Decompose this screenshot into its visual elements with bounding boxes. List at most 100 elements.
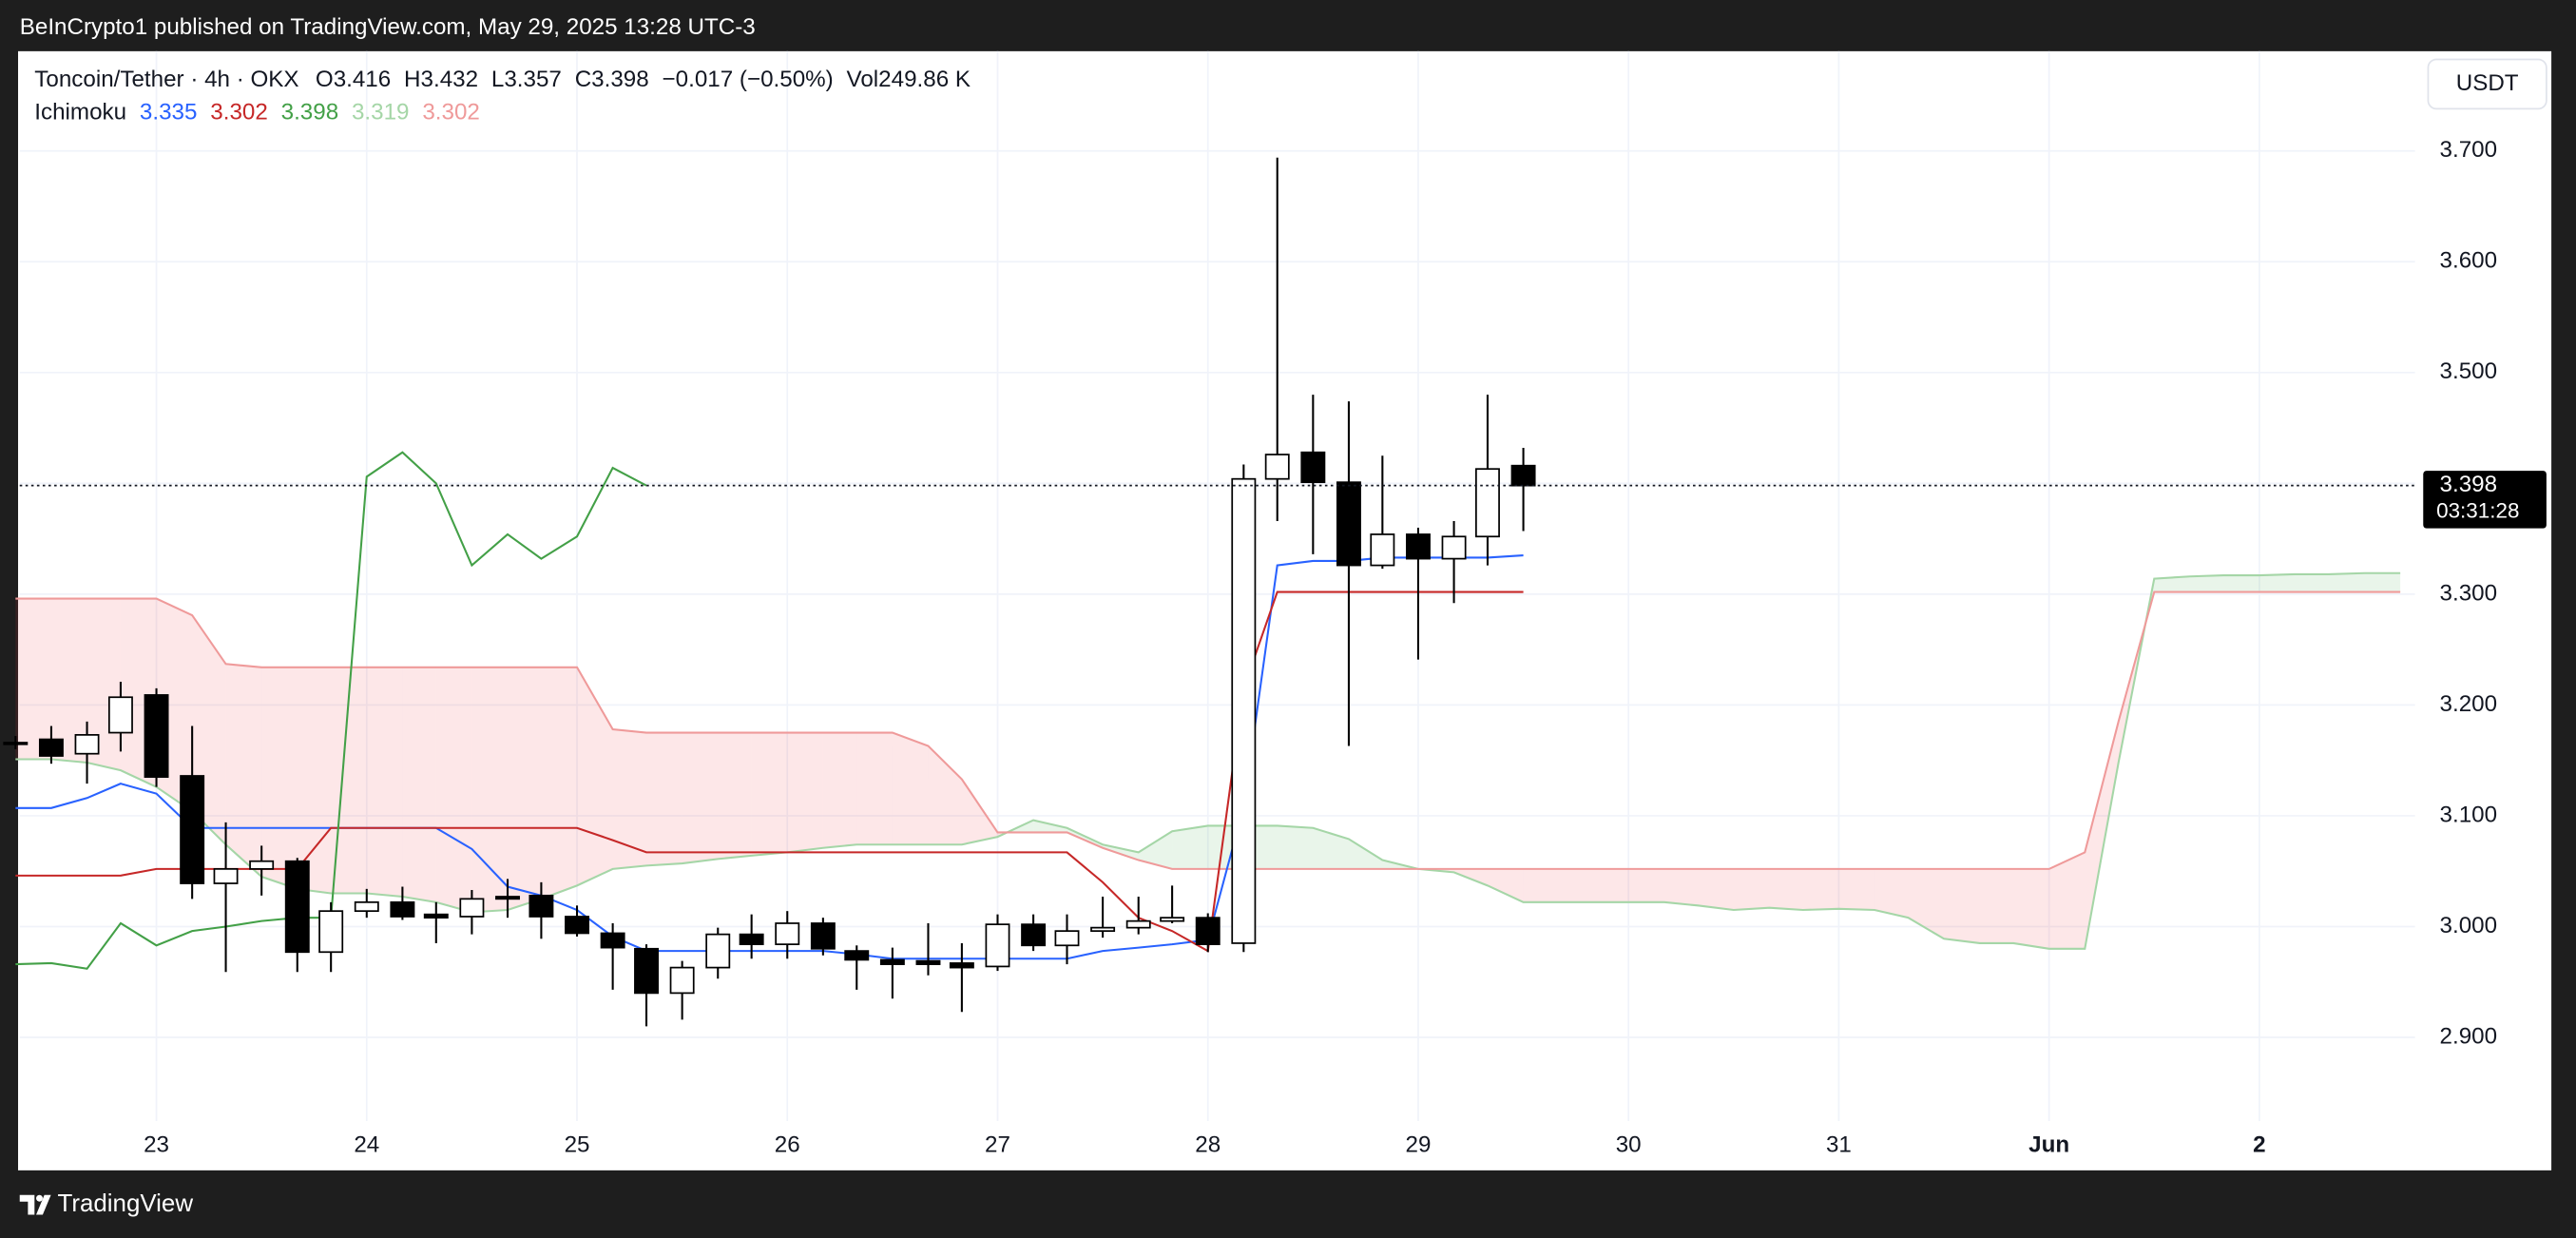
cloud [928, 745, 962, 845]
candle-body [1021, 923, 1047, 947]
cloud [2328, 572, 2365, 592]
candle-body [1441, 535, 1467, 560]
cloud [1313, 827, 1349, 869]
indicator-value: 3.302 [210, 100, 268, 126]
cloud [331, 667, 367, 894]
cloud [1348, 839, 1383, 869]
y-tick-label: 3.500 [2440, 358, 2498, 384]
cloud [1628, 868, 1664, 902]
cloud [366, 667, 403, 898]
x-tick-label: 31 [1826, 1132, 1852, 1157]
y-tick-label: 3.200 [2440, 691, 2498, 717]
candle-body [249, 860, 275, 870]
cloud [1663, 868, 1699, 906]
currency-button[interactable] [2427, 58, 2547, 110]
candle-body [1160, 917, 1185, 922]
cloud [751, 732, 788, 856]
cloud [2085, 721, 2119, 949]
quote-label: H [404, 67, 420, 92]
cloud [1033, 820, 1067, 833]
cloud [1559, 868, 1593, 902]
candle-body [739, 933, 764, 945]
cloud [1769, 868, 1803, 910]
leading-span-b [15, 590, 2401, 870]
candle-body [1510, 464, 1536, 487]
y-tick-label: 2.900 [2440, 1023, 2498, 1049]
currency[interactable]: USDT [2456, 70, 2519, 96]
cloud [2013, 868, 2049, 949]
x-tick-label: 28 [1195, 1132, 1221, 1157]
x-tick-label: 29 [1406, 1132, 1432, 1157]
grid: 23 24 25 26 27 28 29 30 31 Jun 2 2.900 3.000 3.100 3.2… [19, 50, 2498, 1157]
candle-body [810, 922, 836, 950]
cloud [2295, 573, 2329, 592]
chart-pane [18, 50, 2552, 1170]
cloud [2259, 573, 2296, 592]
cloud [718, 732, 752, 860]
cloud [297, 667, 332, 894]
candle-body [213, 868, 239, 884]
candle-body [775, 922, 800, 945]
y-tick-label: 3.600 [2440, 248, 2498, 274]
cloud [435, 667, 472, 913]
candle-body [1054, 930, 1080, 947]
cloud [856, 732, 893, 845]
cloud [225, 664, 262, 878]
x-tick-label: Jun [2028, 1132, 2069, 1157]
cloud [2364, 572, 2401, 592]
brand: TradingView [57, 1190, 193, 1217]
quote-value: 3.357 [504, 67, 562, 92]
candle-body [634, 947, 659, 995]
cloud [471, 667, 509, 913]
candle-body [495, 896, 520, 900]
x-tick-label: 25 [565, 1132, 590, 1157]
candle-body [705, 933, 731, 969]
cloud [1944, 868, 1980, 943]
quote-label: C [575, 67, 591, 92]
cloud [402, 667, 436, 902]
cloud [1802, 868, 1839, 910]
quote-value: 3.432 [421, 67, 479, 92]
cloud [508, 667, 542, 910]
candle-body [1231, 477, 1257, 944]
cloud [892, 732, 929, 845]
cloud [1908, 868, 1945, 939]
cloud [1172, 825, 1208, 869]
price-label-box [2423, 471, 2547, 529]
cloud [612, 729, 647, 869]
candle-body [600, 932, 625, 949]
candle-body [985, 923, 1010, 968]
countdown: 03:31:28 [2436, 498, 2519, 522]
cloud [1277, 825, 1314, 869]
candle-body [1125, 919, 1151, 929]
indicator-value: 3.319 [352, 100, 410, 126]
candle-body [1300, 451, 1326, 484]
x-tick-label: 23 [144, 1132, 169, 1157]
publisher: BeInCrypto1 published on TradingView.com… [20, 14, 756, 40]
cloud [1487, 868, 1524, 902]
cloud [1838, 868, 1875, 910]
indicator-value: 3.398 [281, 100, 339, 126]
candle-body [879, 958, 905, 965]
cloud [1592, 868, 1629, 902]
cloud [961, 779, 998, 845]
cloud [1698, 868, 1734, 910]
indicator-value: 3.335 [140, 100, 198, 126]
candle-body [354, 900, 379, 913]
cloud [682, 732, 719, 864]
cloud [2223, 575, 2259, 592]
candle-body [1090, 926, 1116, 933]
cloud [1733, 868, 1770, 910]
x-tick-label: 24 [354, 1132, 379, 1157]
volume: 249.86 K [878, 67, 971, 92]
x-tick-label: 26 [775, 1132, 800, 1157]
candle-body [1475, 468, 1500, 538]
quote-label: O [316, 67, 334, 92]
cloud [822, 732, 857, 848]
candle-body [3, 742, 29, 745]
cloud [50, 598, 87, 764]
volume-label: Vol [847, 67, 879, 92]
candle-body [144, 694, 169, 779]
candle-body [180, 775, 205, 884]
